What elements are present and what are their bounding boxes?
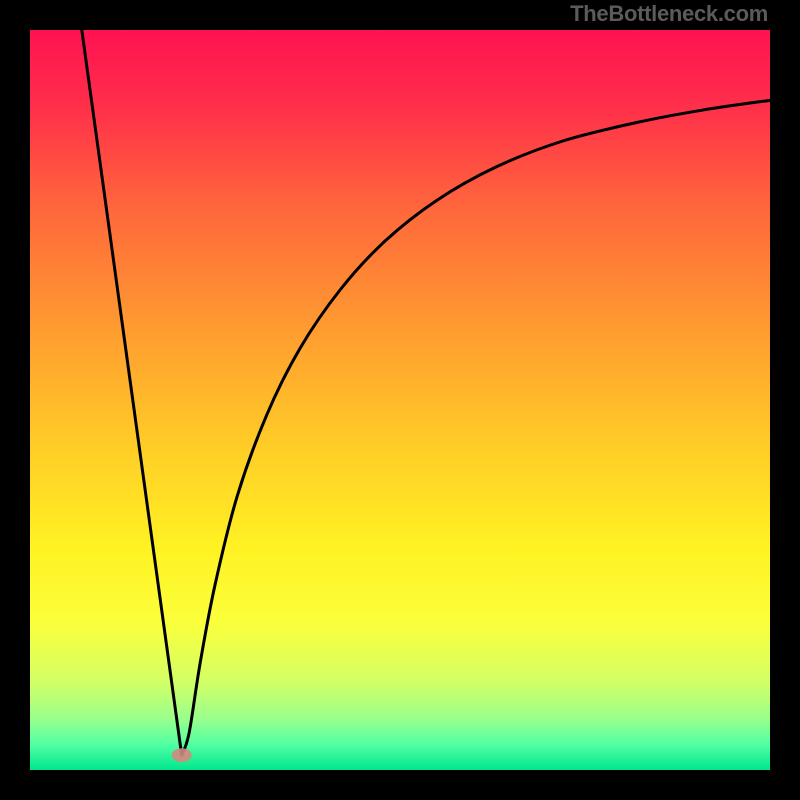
optimum-marker bbox=[172, 748, 192, 762]
marker-svg bbox=[30, 30, 770, 770]
chart-container: TheBottleneck.com bbox=[0, 0, 800, 800]
watermark-text: TheBottleneck.com bbox=[570, 1, 768, 27]
plot-area bbox=[30, 30, 770, 770]
